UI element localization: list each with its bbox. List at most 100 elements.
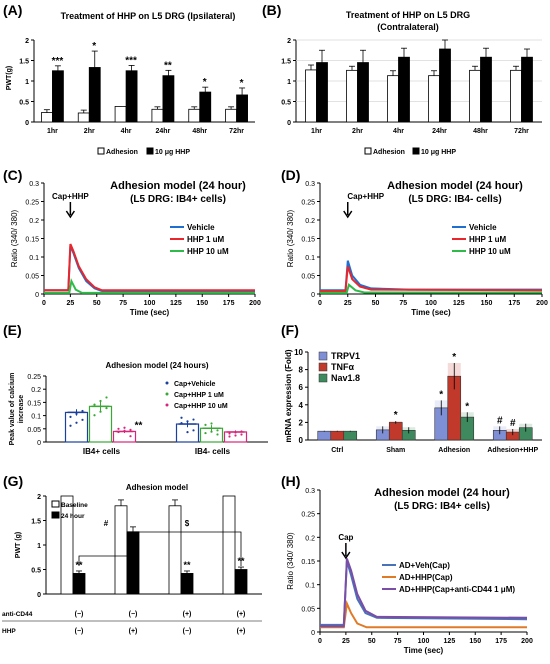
chart-e-data-point [204, 431, 207, 435]
panel-label-e: (E) [3, 322, 22, 338]
chart-c-x-tick-label: 50 [93, 300, 101, 307]
chart-e-legend-label: Cap+HHP 1 uM [174, 392, 224, 399]
chart-g-significance: # [104, 519, 109, 528]
chart-h-title: Adhesion model (24 hour) [374, 487, 510, 499]
chart-e-data-point [75, 421, 78, 424]
chart-c-x-tick-label: 0 [42, 300, 46, 307]
chart-e-y-tick-label: 0.2 [31, 387, 41, 394]
chart-a-bar [225, 108, 237, 123]
chart-e-legend-swatch [165, 392, 169, 396]
chart-h-x-tick-label: 50 [368, 638, 376, 645]
chart-f-x-tick-label: Ctrl [331, 447, 343, 454]
chart-e-data-point [192, 429, 195, 432]
chart-e-legend-label: Cap+HHP 10 uM [174, 403, 228, 410]
chart-c-x-tick-label: 100 [144, 300, 156, 307]
chart-b-title: Treatment of HHP on L5 DRG [346, 10, 470, 20]
chart-d-xlabel: Time (sec) [411, 308, 451, 317]
chart-a-bar [114, 106, 127, 123]
chart-b-bar [305, 69, 317, 123]
chart-c-y-tick-label: 0.2 [29, 218, 39, 225]
chart-e-y-tick-label: 0 [37, 440, 41, 447]
chart-b-x-tick-label: 48hr [473, 128, 488, 135]
chart-a-significance: * [203, 77, 207, 88]
chart-f-y-tick-label: 4 [299, 401, 304, 410]
chart-b-bar [346, 69, 358, 123]
chart-g-legend-label: Baseline [61, 502, 88, 509]
chart-d-subtitle: (L5 DRG: IB4- cells) [408, 194, 501, 205]
chart-h-x-tick-label: 100 [418, 638, 430, 645]
chart-a-bar [188, 108, 201, 123]
chart-g-legend-label: 24 hour [61, 513, 85, 520]
chart-h-x-tick-label: 0 [318, 638, 322, 645]
chart-h-y-tick-label: 0.2 [305, 535, 315, 542]
chart-d-legend-label: HHP 1 uM [469, 235, 507, 244]
chart-e-data-point [123, 429, 126, 433]
chart-f-bar [317, 430, 332, 441]
chart-a-bar [125, 70, 138, 123]
chart-h-y-tick-label: 0.1 [305, 583, 315, 590]
chart-f-significance: * [394, 410, 398, 421]
chart-e-data-point [81, 418, 84, 421]
chart-c-series-line [44, 277, 255, 294]
chart-g-bar [60, 495, 74, 595]
chart-c-x-tick-label: 25 [66, 300, 74, 307]
chart-f-y-tick-label: 10 [294, 348, 303, 357]
chart-a-bar [41, 112, 53, 123]
chart-d-x-tick-label: 0 [318, 300, 322, 307]
chart-e-data-point [129, 428, 132, 431]
chart-d-x-tick-label: 125 [453, 300, 465, 307]
chart-b-y-tick-label: 0.5 [281, 100, 291, 107]
chart-a-bar [151, 108, 164, 123]
chart-d-series-line [320, 283, 542, 294]
chart-d-y-tick-label: 0.1 [305, 255, 315, 262]
chart-h-xlabel: Time (sec) [404, 646, 444, 655]
chart-b-x-tick-label: 1hr [311, 128, 322, 135]
chart-h-y-tick-label: 0.15 [301, 559, 315, 566]
chart-e-data-point [216, 429, 219, 432]
chart-f-legend-swatch [318, 362, 328, 372]
panel-label-c: (C) [3, 167, 23, 183]
chart-g-bar [72, 573, 86, 595]
chart-a-x-tick-label: 72hr [229, 128, 244, 135]
chart-e-ylabel: Peak value of calcium [9, 373, 16, 446]
chart-a-legend-label: 10 μg HHP [155, 149, 190, 156]
chart-c-y-tick-label: 0.05 [25, 274, 39, 281]
chart-a-y-tick-label: 1 [25, 79, 29, 86]
chart-h-y-tick-label: 0.05 [301, 606, 315, 613]
chart-h-arrow-head [341, 551, 351, 560]
chart-a-x-tick-label: 24hr [156, 128, 171, 135]
chart-a-significance: * [240, 78, 244, 89]
chart-g-legend-swatch [51, 511, 60, 519]
chart-e-data-point [81, 409, 84, 413]
chart-d-y-tick-label: 0.2 [305, 218, 315, 225]
chart-g-bar [114, 505, 128, 595]
chart-a-y-tick-label: 1.5 [19, 59, 29, 66]
chart-h-legend-label: AD+HHP(Cap) [399, 573, 453, 582]
chart-h-x-tick-label: 25 [342, 638, 350, 645]
chart-b-bar [469, 69, 481, 123]
chart-d-annotation: Cap+HHP [347, 192, 384, 201]
chart-d-x-tick-label: 50 [372, 300, 380, 307]
chart-g-bar [222, 495, 236, 595]
chart-c-title: Adhesion model (24 hour) [110, 180, 246, 192]
chart-a-x-tick-label: 2hr [84, 128, 95, 135]
chart-f-ylabel: mRNA expression (Fold) [284, 349, 293, 442]
panel-label-a: (A) [3, 2, 23, 18]
chart-h-x-tick-label: 150 [469, 638, 481, 645]
chart-c-arrow-head [65, 210, 75, 219]
chart-d-series-line [320, 265, 543, 292]
chart-b-x-tick-label: 4hr [393, 128, 404, 135]
chart-e-data-point [210, 422, 213, 425]
chart-e-data-point [210, 430, 213, 433]
chart-g-row-value: (+) [129, 628, 138, 635]
chart-h-subtitle: (L5 DRG: IB4+ cells) [394, 501, 490, 512]
chart-b-bar [387, 75, 399, 123]
chart-b-bar [480, 56, 492, 123]
chart-b-y-tick-label: 2 [287, 38, 291, 45]
chart-e-data-point [234, 431, 237, 434]
chart-h-y-tick-label: 0.25 [301, 512, 315, 519]
chart-d-x-tick-label: 25 [344, 300, 352, 307]
chart-e-data-point [117, 430, 120, 434]
chart-f-significance: * [439, 389, 443, 400]
chart-g-bracket [78, 555, 134, 566]
